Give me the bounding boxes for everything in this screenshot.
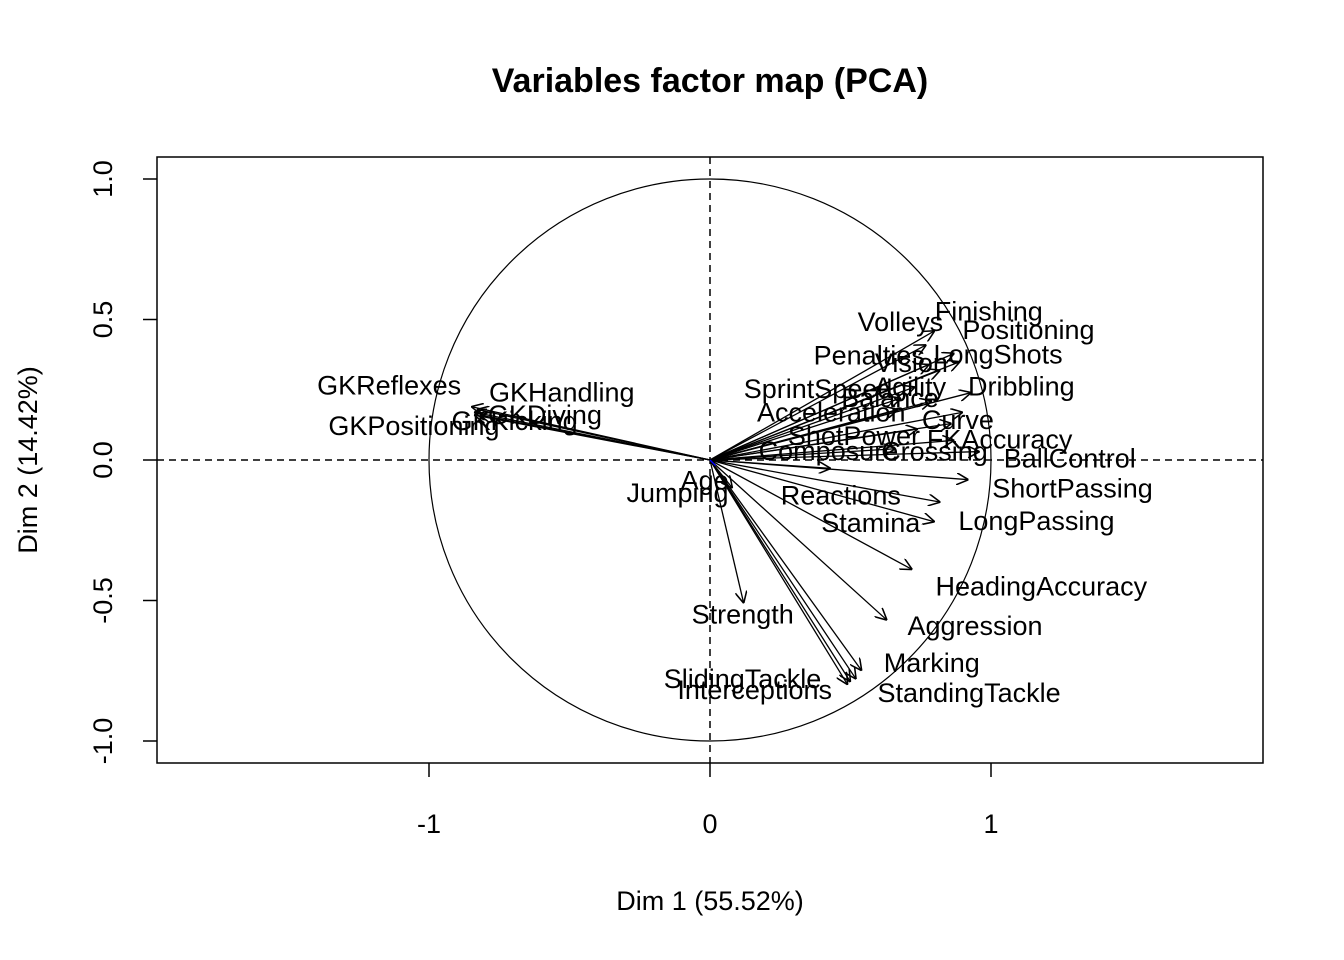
label-penalties: Penalties: [814, 340, 925, 370]
chart-title: Variables factor map (PCA): [492, 62, 928, 100]
label-fkaccuracy: FKAccuracy: [927, 424, 1073, 454]
arrow-reactions: [709, 459, 831, 468]
label-ball-control: BallControl: [1004, 444, 1136, 474]
y-tick-label: 1.0: [88, 160, 118, 198]
arrow-curve: [709, 412, 963, 461]
axes: -1 0 1 -1.0 -0.5 0.0 0.5 1.0: [88, 160, 999, 839]
arrow-interceptions: [709, 459, 848, 685]
arrow-finishing: [709, 331, 935, 461]
label-reactions: Reactions: [781, 480, 901, 510]
label-marking: Marking: [884, 648, 980, 678]
label-long-shots: LongShots: [934, 340, 1063, 370]
arrow-marking: [709, 459, 862, 671]
arrow-sprint-speed: [709, 398, 901, 461]
label-age: Age: [681, 466, 729, 496]
label-balance: Balance: [841, 383, 939, 413]
label-crossing: Crossing: [881, 436, 988, 466]
label-aggression: Aggression: [907, 611, 1042, 641]
label-sliding-tackle: SlidingTackle: [664, 664, 822, 694]
label-dribbling: Dribbling: [968, 372, 1075, 402]
label-volleys: Volleys: [858, 307, 944, 337]
arrow-composure: [709, 449, 895, 461]
arrow-agility: [709, 387, 915, 461]
label-gkhandling: GKHandling: [489, 377, 635, 407]
label-strength: Strength: [692, 599, 794, 629]
arrow-crossing: [709, 440, 954, 461]
x-tick-label: -1: [417, 809, 441, 839]
x-tick-label: 1: [983, 809, 998, 839]
label-jumping: Jumping: [626, 478, 728, 508]
arrow-standing-tackle: [709, 459, 856, 679]
label-stamina: Stamina: [821, 508, 921, 538]
label-gkkicking: GKKicking: [452, 406, 578, 436]
label-short-passing: ShortPassing: [992, 474, 1153, 504]
arrow-penalties: [709, 364, 929, 461]
x-tick-label: 0: [702, 809, 717, 839]
label-composure: Composure: [759, 436, 899, 466]
label-standing-tackle: StandingTackle: [878, 678, 1061, 708]
arrow-stamina: [709, 459, 935, 522]
arrow-ball-control: [709, 452, 980, 461]
y-tick-label: 0.5: [88, 301, 118, 339]
arrow-aggression: [709, 459, 887, 620]
label-long-passing: LongPassing: [958, 506, 1114, 536]
arrow-shot-power: [709, 429, 918, 461]
y-tick-label: 0.0: [88, 441, 118, 479]
y-tick-label: -1.0: [88, 718, 118, 765]
arrow-age: [709, 459, 717, 467]
arrow-volleys: [709, 345, 926, 461]
label-agility: Agility: [874, 372, 947, 402]
arrow-strength: [709, 459, 744, 603]
arrow-heading-accuracy: [709, 459, 912, 570]
label-finishing: Finishing: [935, 297, 1043, 327]
label-acceleration: Acceleration: [757, 397, 906, 427]
arrow-dribbling: [709, 393, 971, 461]
variable-arrows: [471, 331, 980, 685]
label-positioning: Positioning: [962, 315, 1094, 345]
label-sprint-speed: SprintSpeed: [744, 374, 893, 404]
label-curve: Curve: [922, 405, 994, 435]
label-gkpositioning: GKPositioning: [328, 411, 499, 441]
x-axis-label: Dim 1 (55.52%): [616, 886, 804, 916]
arrow-jumping: [709, 459, 732, 488]
label-interceptions: Interceptions: [677, 675, 832, 705]
label-shot-power: ShotPower: [788, 421, 920, 451]
y-tick-label: -0.5: [88, 577, 118, 624]
label-heading-accuracy: HeadingAccuracy: [936, 572, 1148, 602]
label-gkdiving: GKDiving: [488, 400, 602, 430]
label-vision: Vision: [875, 348, 948, 378]
y-axis-label: Dim 2 (14.42%): [13, 366, 43, 554]
arrow-gkkicking: [480, 415, 711, 461]
arrow-long-passing: [709, 459, 940, 502]
label-gkreflexes: GKReflexes: [317, 371, 461, 401]
